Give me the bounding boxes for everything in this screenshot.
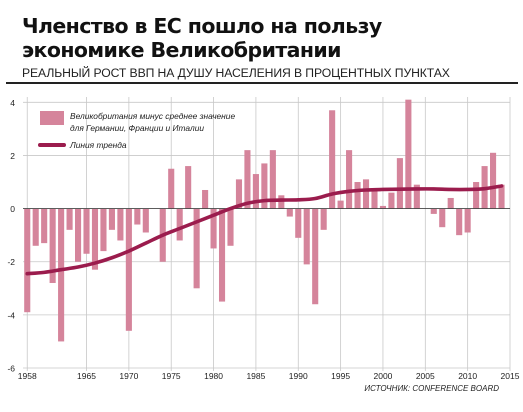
- bar: [430, 208, 437, 214]
- x-tick-label: 1980: [204, 371, 223, 381]
- bar: [202, 189, 209, 209]
- bar: [176, 208, 183, 241]
- bar: [490, 152, 497, 209]
- bar: [346, 150, 353, 209]
- bar: [100, 208, 107, 252]
- bar: [456, 208, 463, 236]
- bar: [210, 208, 217, 249]
- y-tick-label: 2: [10, 151, 15, 161]
- bar: [91, 208, 99, 270]
- bar: [320, 208, 327, 230]
- x-tick-label: 2000: [373, 371, 392, 381]
- bar: [83, 208, 90, 254]
- legend-bar-swatch: [40, 111, 64, 125]
- legend-bar-label-line1: Великобритания минус среднее значение: [70, 111, 235, 121]
- bar: [312, 208, 319, 305]
- x-tick-label: 1958: [18, 371, 37, 381]
- x-tick-label: 1975: [162, 371, 181, 381]
- x-tick-label: 1970: [119, 371, 138, 381]
- x-tick-label: 2010: [458, 371, 477, 381]
- bar: [125, 208, 132, 331]
- source-note: ИСТОЧНИК: CONFERENCE BOARD: [364, 384, 499, 393]
- bar: [413, 184, 420, 209]
- y-tick-label: -2: [7, 257, 15, 267]
- y-tick-label: -4: [7, 310, 15, 320]
- y-tick-label: -6: [7, 364, 15, 374]
- chart-title-line2: экономике Великобритании: [22, 38, 342, 62]
- bar: [269, 150, 276, 209]
- bar: [354, 182, 361, 209]
- bar: [66, 208, 73, 230]
- bar: [278, 195, 285, 209]
- bar: [498, 184, 505, 209]
- bar: [388, 192, 395, 209]
- chart-subtitle: РЕАЛЬНЫЙ РОСТ ВВП НА ДУШУ НАСЕЛЕНИЯ В ПР…: [22, 66, 450, 80]
- x-tick-label: 1985: [246, 371, 265, 381]
- bar: [117, 208, 124, 241]
- bar: [439, 208, 446, 228]
- bar: [142, 208, 149, 233]
- bar: [58, 208, 65, 342]
- x-tick-label: 1995: [331, 371, 350, 381]
- bar: [235, 179, 243, 209]
- bar-series: [24, 99, 505, 342]
- subtitle-rule: [6, 82, 518, 84]
- bar: [447, 197, 454, 209]
- bar: [108, 208, 115, 230]
- legend-bar-label-line2: для Германии, Франции и Италии: [70, 123, 204, 133]
- trend-line: [25, 184, 504, 276]
- legend: Великобритания минус среднее значение дл…: [38, 111, 235, 150]
- trend-line-series: [25, 184, 504, 276]
- y-tick-label: 0: [10, 204, 15, 214]
- bar: [24, 208, 31, 313]
- bar: [244, 150, 251, 209]
- bar: [337, 200, 344, 209]
- bar: [218, 208, 226, 302]
- bar: [185, 166, 192, 209]
- bar: [464, 208, 471, 233]
- x-axis-ticks: 1958 1965 1970 1975 1980 1985 1990 1995 2000 2005…: [18, 371, 520, 381]
- bar: [371, 189, 378, 209]
- bar: [49, 208, 56, 283]
- bar: [379, 205, 387, 209]
- bar: [134, 208, 141, 225]
- legend-trend-label: Линия тренда: [69, 140, 127, 150]
- bar: [405, 99, 412, 209]
- x-tick-label: 2015: [501, 371, 520, 381]
- bar: [362, 179, 370, 209]
- bar: [286, 208, 293, 217]
- x-tick-label: 2005: [416, 371, 435, 381]
- bar: [396, 158, 403, 209]
- y-tick-label: 4: [10, 98, 15, 108]
- y-axis-ticks: -6 -4 -2 0 2 4: [7, 98, 15, 374]
- bar: [41, 208, 48, 244]
- bar: [252, 174, 259, 209]
- bar: [295, 208, 302, 238]
- bar: [329, 110, 336, 209]
- bar: [261, 163, 268, 209]
- x-tick-label: 1965: [77, 371, 96, 381]
- chart-title-line1: Членство в ЕС пошло на пользу: [22, 14, 382, 38]
- bar: [227, 208, 234, 246]
- x-tick-label: 1990: [289, 371, 308, 381]
- bar: [168, 168, 175, 209]
- bar: [75, 208, 82, 262]
- bar: [303, 208, 310, 265]
- bar: [32, 208, 39, 246]
- bar: [473, 182, 480, 209]
- bar: [193, 208, 200, 289]
